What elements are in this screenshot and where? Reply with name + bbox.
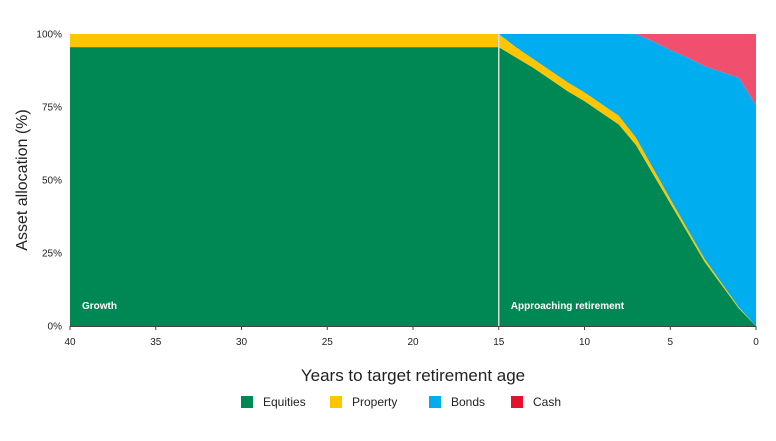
phase-label-growth: Growth [82,301,117,312]
legend-swatch-cash [511,396,523,408]
legend: Equities Property Bonds Cash [241,395,561,409]
legend-label-equities: Equities [263,395,306,409]
x-tick-label: 15 [493,337,505,348]
y-tick-label: 100% [36,30,62,41]
y-tick-label: 0% [48,322,63,333]
x-tick-label: 0 [753,337,759,348]
area-cash [70,34,756,106]
phase-label-approaching-retirement: Approaching retirement [511,301,625,312]
x-axis-title: Years to target retirement age [301,366,525,385]
x-tick-label: 10 [579,337,591,348]
y-tick-label: 50% [42,176,62,187]
x-tick-label: 40 [64,337,76,348]
x-tick-label: 35 [150,337,162,348]
x-tick-label: 30 [236,337,248,348]
y-tick-label: 25% [42,249,62,260]
area-equities [70,47,756,326]
legend-label-bonds: Bonds [451,395,485,409]
axes: 40 35 30 25 20 15 10 5 0 0% 25% 50% 75% 100% Years to … [14,30,759,386]
x-tick-label: 25 [322,337,334,348]
legend-label-cash: Cash [533,395,561,409]
x-tick-label: 20 [407,337,419,348]
y-axis-title: Asset allocation (%) [14,109,31,250]
area-bonds [70,34,756,326]
y-tick-label: 75% [42,103,62,114]
series-areas [70,34,756,326]
legend-swatch-property [330,396,342,408]
x-tick-label: 5 [667,337,673,348]
legend-swatch-bonds [429,396,441,408]
legend-swatch-equities [241,396,253,408]
phase-labels: Growth Approaching retirement [82,301,625,312]
legend-label-property: Property [352,395,397,409]
